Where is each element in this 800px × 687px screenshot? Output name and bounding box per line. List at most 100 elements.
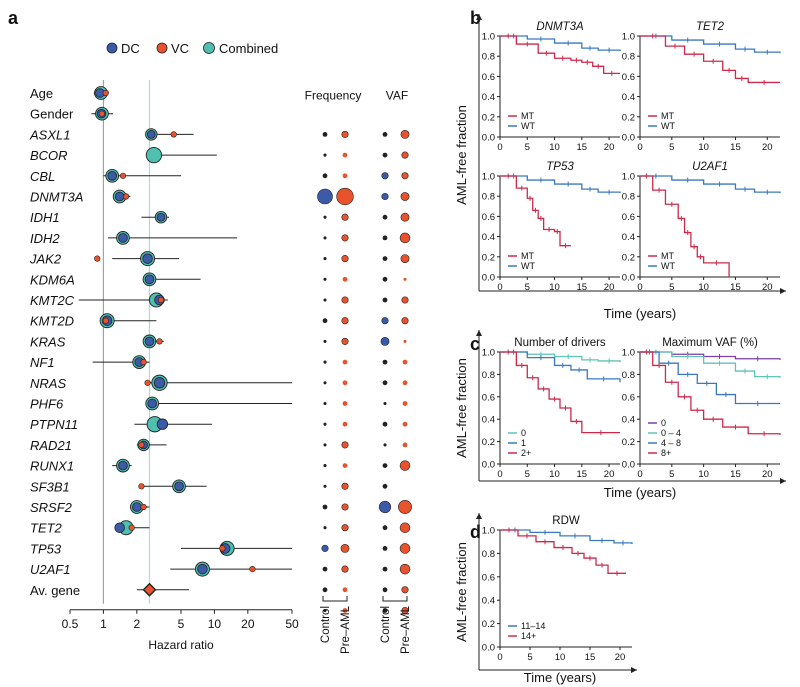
dot-marker — [401, 606, 409, 615]
dot-marker — [382, 608, 388, 613]
km-x-tick-label: 5 — [669, 142, 674, 153]
dc-point — [114, 191, 125, 202]
km-x-tick-label: 20 — [604, 282, 615, 293]
forest-row-label: SF3B1 — [30, 479, 70, 494]
km-x-tick-label: 20 — [604, 142, 615, 153]
km-y-tick-label: 0.6 — [622, 212, 635, 223]
km-y-tick-label: 0.2 — [622, 437, 635, 448]
dot-marker — [402, 442, 408, 448]
km-x-tick-label: 0 — [637, 282, 642, 293]
dc-point — [118, 460, 128, 471]
panel-x-arrow-head — [780, 288, 786, 294]
panel-y-arrow-head — [476, 330, 482, 336]
forest-row-label: NRAS — [30, 376, 66, 391]
dc-point — [156, 418, 169, 430]
km-y-tick-label: 0.2 — [622, 252, 635, 263]
km-y-tick-label: 0.0 — [482, 643, 495, 654]
vc-point — [128, 524, 135, 531]
km-y-tick-label: 0.8 — [622, 370, 635, 381]
dot-marker — [399, 522, 411, 533]
panel-x-arrow-head — [631, 667, 637, 673]
km-x-tick-label: 15 — [577, 142, 588, 153]
dot-marker — [382, 525, 388, 531]
km-x-tick-label: 5 — [669, 282, 674, 293]
km-y-tick-label: 0.0 — [482, 133, 495, 144]
dot-marker — [382, 276, 388, 282]
dot-marker — [400, 192, 410, 201]
km-x-label: Time (years) — [524, 670, 596, 685]
legend-vc-marker — [156, 42, 168, 54]
dot-marker — [400, 129, 410, 139]
forest-x-tick-label: 2 — [133, 617, 140, 631]
km-legend-label: MT — [521, 111, 534, 121]
km-x-tick-label: 10 — [549, 469, 560, 480]
vc-point — [140, 359, 147, 366]
dot-marker — [342, 380, 348, 386]
dot-marker — [382, 256, 388, 261]
dot-marker — [382, 359, 388, 365]
km-title: Maximum VAF (%) — [662, 337, 758, 349]
panel-letter-a: a — [8, 8, 19, 28]
forest-x-tick-label: 1 — [100, 617, 107, 631]
vc-point — [156, 338, 163, 345]
km-title: RDW — [552, 515, 580, 527]
km-x-tick-label: 15 — [730, 282, 741, 293]
dot-marker — [381, 192, 389, 201]
km-y-tick-label: 1.0 — [482, 526, 495, 537]
km-x-tick-label: 10 — [549, 282, 560, 293]
dot-marker — [401, 172, 409, 180]
km-y-tick-label: 0.8 — [622, 192, 635, 203]
km-y-tick-label: 0.4 — [482, 92, 495, 103]
vc-point — [157, 296, 165, 304]
dot-marker — [341, 524, 349, 532]
dc-point — [114, 522, 125, 533]
km-x-tick-label: 5 — [525, 142, 530, 153]
km-y-tick-label: 0.6 — [622, 72, 635, 83]
km-y-tick-label: 1.0 — [482, 32, 495, 43]
forest-row-label: BCOR — [30, 148, 68, 163]
km-legend-label: WT — [661, 261, 675, 271]
km-y-tick-label: 1.0 — [622, 32, 635, 43]
dc-point — [146, 130, 156, 139]
dot-marker — [321, 544, 329, 552]
km-x-tick-label: 0 — [637, 142, 642, 153]
dot-marker — [382, 421, 388, 427]
km-y-tick-label: 0.4 — [482, 232, 495, 243]
km-curve — [640, 175, 730, 277]
average-diamond — [142, 582, 157, 597]
vc-point — [94, 255, 101, 262]
dot-marker — [382, 546, 388, 551]
forest-row-label: CBL — [30, 169, 55, 184]
km-title: U2AF1 — [692, 161, 728, 173]
km-y-tick-label: 0.0 — [482, 273, 495, 284]
legend-combined-marker — [203, 42, 215, 54]
km-x-tick-label: 15 — [730, 469, 741, 480]
km-x-label: Time (years) — [604, 485, 676, 500]
dot-marker — [383, 443, 387, 447]
dc-point — [156, 212, 166, 222]
km-y-tick-label: 0.6 — [482, 392, 495, 403]
dot-marker — [342, 173, 348, 179]
dc-point — [107, 171, 118, 181]
km-y-label: AML-free fraction — [454, 542, 469, 642]
dot-marker — [323, 381, 327, 385]
forest-x-tick-label: 50 — [285, 617, 299, 631]
km-y-tick-label: 0.8 — [482, 549, 495, 560]
km-title: TP53 — [546, 161, 574, 173]
km-x-tick-label: 20 — [615, 652, 626, 663]
forest-row-label: RUNX1 — [30, 459, 74, 474]
dot-matrix: Frequency Control Pre–AML VAF Control Pre–AML — [305, 89, 412, 654]
km-title: DNMT3A — [536, 21, 584, 33]
forest-row-label: PTPN11 — [30, 417, 78, 432]
dot-marker — [341, 255, 349, 263]
dot-marker — [323, 298, 327, 302]
dot-marker — [400, 254, 410, 263]
dc-point — [118, 233, 128, 243]
km-y-tick-label: 0.4 — [482, 596, 495, 607]
km-y-tick-label: 0.2 — [482, 112, 495, 123]
dot-column-label: Pre–AML — [400, 605, 412, 654]
dc-point — [174, 481, 184, 492]
dot-marker — [382, 132, 388, 137]
km-x-tick-label: 15 — [730, 142, 741, 153]
